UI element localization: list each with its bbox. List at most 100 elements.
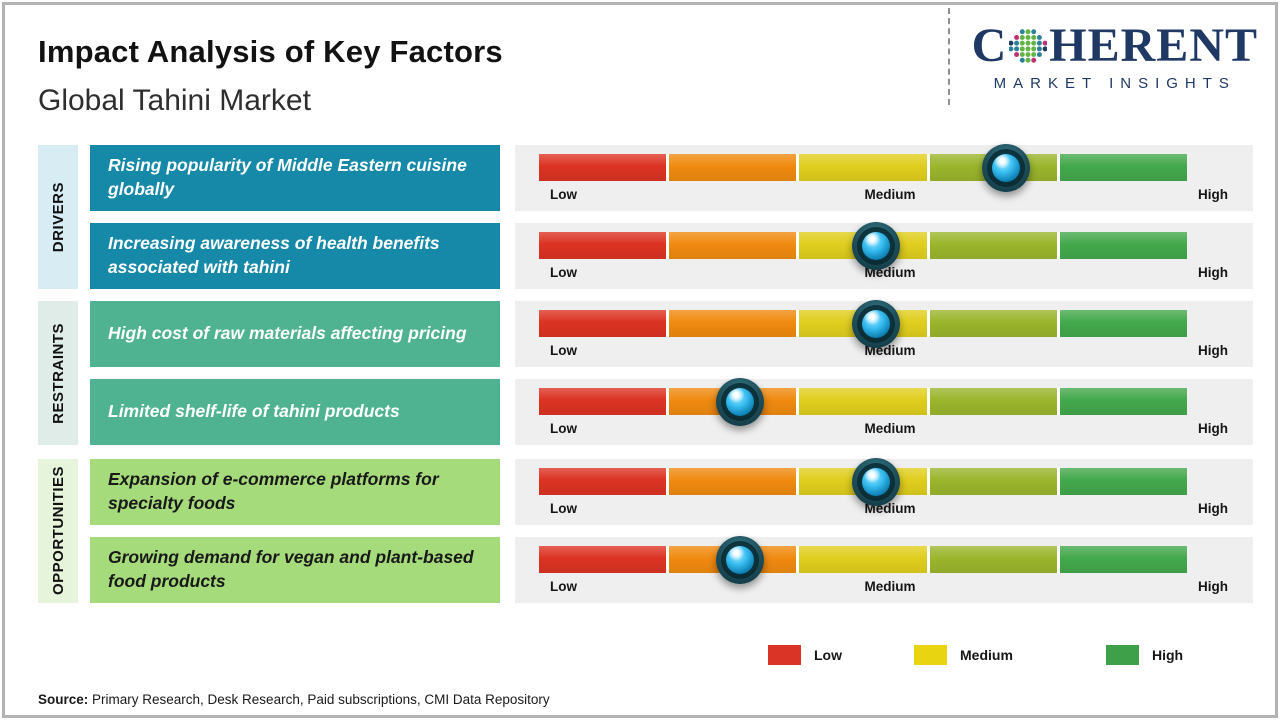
logo-letter-c: C — [971, 19, 1008, 72]
factor-box-restraint-1: High cost of raw materials affecting pri… — [90, 301, 500, 367]
factor-text: Increasing awareness of health benefits … — [108, 233, 440, 277]
segment-medium — [799, 154, 927, 181]
segment-low-medium — [669, 310, 797, 337]
factor-text: Growing demand for vegan and plant-based… — [108, 547, 474, 591]
source-line: Source: Primary Research, Desk Research,… — [38, 692, 550, 707]
scale-label-low: Low — [550, 421, 577, 436]
impact-scale-row-6: Low Medium High — [515, 535, 1253, 603]
legend-item-medium: Medium — [914, 645, 1013, 665]
legend-label-medium: Medium — [960, 647, 1013, 663]
page-title: Impact Analysis of Key Factors — [38, 34, 503, 69]
scale-label-high: High — [1198, 501, 1228, 516]
segment-low-medium — [669, 232, 797, 259]
scale-bar — [539, 299, 1188, 348]
legend-swatch-high — [1106, 645, 1139, 665]
factor-box-driver-1: Rising popularity of Middle Eastern cuis… — [90, 145, 500, 211]
legend-label-low: Low — [814, 647, 842, 663]
segment-medium-high — [929, 388, 1057, 415]
segment-high — [1059, 468, 1188, 495]
source-text: Primary Research, Desk Research, Paid su… — [88, 692, 550, 707]
segment-high — [1059, 310, 1188, 337]
factor-text: Limited shelf-life of tahini products — [108, 401, 400, 422]
scale-label-medium: Medium — [864, 421, 916, 436]
segment-high — [1059, 388, 1188, 415]
scale-labels: Low Medium High — [515, 421, 1253, 441]
scale-label-medium: Medium — [864, 579, 916, 594]
impact-marker — [851, 221, 900, 270]
scale-labels: Low Medium High — [515, 187, 1253, 207]
segment-low — [539, 468, 667, 495]
segment-high — [1059, 546, 1188, 573]
legend-item-low: Low — [768, 645, 842, 665]
scale-bar — [539, 221, 1188, 270]
scale-label-high: High — [1198, 265, 1228, 280]
group-label-restraints: RESTRAINTS — [38, 301, 78, 445]
scale-label-low: Low — [550, 265, 577, 280]
globe-icon — [1009, 29, 1048, 63]
segment-medium — [799, 546, 927, 573]
impact-marker — [851, 299, 900, 348]
scale-bar — [539, 143, 1188, 192]
segment-medium-high — [929, 310, 1057, 337]
segment-low — [539, 154, 667, 181]
logo-divider — [948, 8, 950, 105]
page-subtitle: Global Tahini Market — [38, 84, 311, 117]
impact-scale-row-4: Low Medium High — [515, 377, 1253, 445]
logo-wordmark: C HERENT — [972, 22, 1258, 70]
segment-high — [1059, 154, 1188, 181]
impact-scale-row-5: Low Medium High — [515, 457, 1253, 525]
segment-low — [539, 232, 667, 259]
impact-marker — [851, 457, 900, 506]
legend-label-high: High — [1152, 647, 1184, 663]
group-label-text: RESTRAINTS — [49, 322, 67, 424]
source-label: Source: — [38, 692, 89, 707]
factor-box-restraint-2: Limited shelf-life of tahini products — [90, 379, 500, 445]
segment-medium — [799, 388, 927, 415]
scale-bar — [539, 457, 1188, 506]
scale-labels: Low Medium High — [515, 579, 1253, 599]
legend-swatch-low — [768, 645, 801, 665]
segment-low — [539, 388, 667, 415]
logo-tagline: MARKET INSIGHTS — [993, 75, 1236, 92]
scale-label-high: High — [1198, 579, 1228, 594]
segment-low — [539, 546, 667, 573]
group-label-text: DRIVERS — [49, 181, 67, 253]
group-label-text: OPPORTUNITIES — [49, 466, 67, 596]
impact-scale-row-1: Low Medium High — [515, 143, 1253, 211]
segment-medium-high — [929, 232, 1057, 259]
scale-label-low: Low — [550, 501, 577, 516]
scale-label-low: Low — [550, 579, 577, 594]
segment-high — [1059, 232, 1188, 259]
impact-marker — [715, 535, 764, 584]
factor-box-driver-2: Increasing awareness of health benefits … — [90, 223, 500, 289]
scale-label-medium: Medium — [864, 187, 916, 202]
segment-medium-high — [929, 546, 1057, 573]
scale-label-high: High — [1198, 421, 1228, 436]
scale-label-high: High — [1198, 343, 1228, 358]
impact-scale-row-2: Low Medium High — [515, 221, 1253, 289]
factor-box-opportunity-2: Growing demand for vegan and plant-based… — [90, 537, 500, 603]
header: Impact Analysis of Key Factors Global Ta… — [38, 34, 503, 118]
factor-text: High cost of raw materials affecting pri… — [108, 323, 467, 344]
scale-bar — [539, 377, 1188, 426]
legend-swatch-medium — [914, 645, 947, 665]
factor-text: Expansion of e-commerce platforms for sp… — [108, 469, 439, 513]
impact-marker — [981, 143, 1030, 192]
scale-label-high: High — [1198, 187, 1228, 202]
scale-label-low: Low — [550, 187, 577, 202]
segment-low-medium — [669, 468, 797, 495]
factor-text: Rising popularity of Middle Eastern cuis… — [108, 155, 467, 199]
impact-scale-row-3: Low Medium High — [515, 299, 1253, 367]
impact-marker — [715, 377, 764, 426]
group-label-opportunities: OPPORTUNITIES — [38, 459, 78, 603]
company-logo: C HERENT MARKET INSIGHTS — [972, 22, 1258, 93]
factor-box-opportunity-1: Expansion of e-commerce platforms for sp… — [90, 459, 500, 525]
logo-rest: HERENT — [1049, 19, 1258, 72]
segment-low-medium — [669, 154, 797, 181]
group-label-drivers: DRIVERS — [38, 145, 78, 289]
scale-bar — [539, 535, 1188, 584]
segment-medium-high — [929, 468, 1057, 495]
scale-label-low: Low — [550, 343, 577, 358]
segment-low — [539, 310, 667, 337]
legend-item-high: High — [1106, 645, 1183, 665]
